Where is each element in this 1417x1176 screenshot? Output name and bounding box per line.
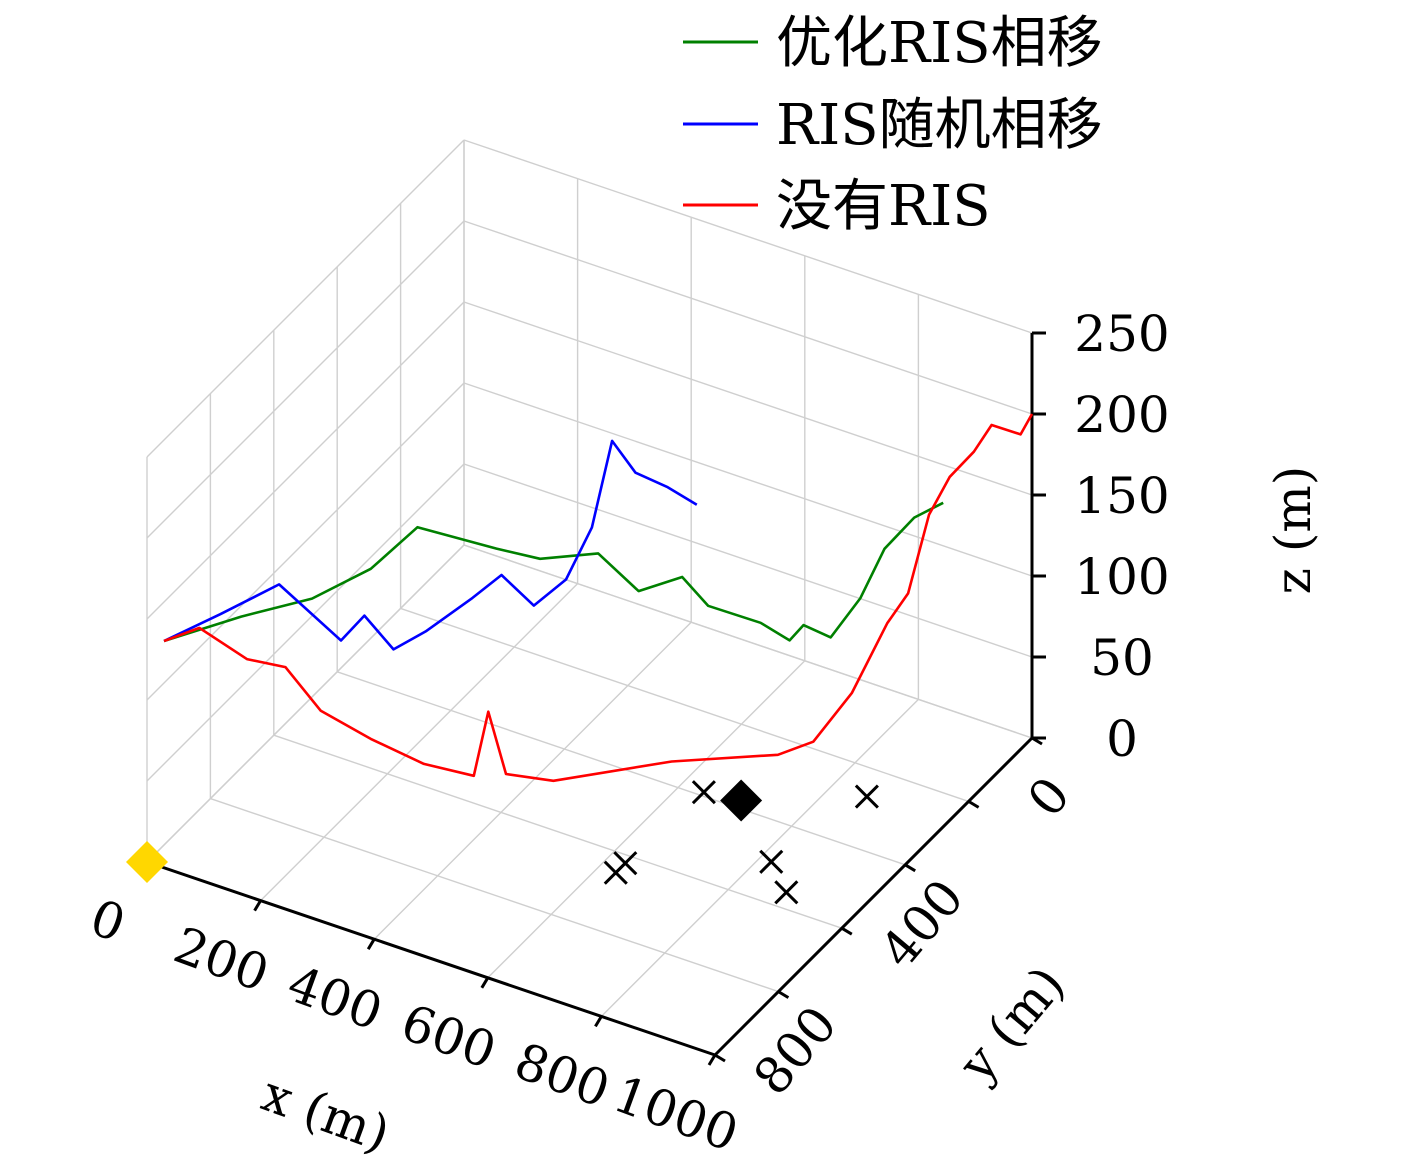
legend-label-optimized: 优化RIS相移: [776, 11, 1103, 76]
x-tick: [594, 1015, 603, 1028]
diamond-marker: [126, 841, 168, 883]
floor-grid-y: [336, 671, 906, 866]
x-marker: [603, 860, 628, 885]
back-wall-grid-horizontal: [463, 544, 1033, 739]
x-marker-stroke: [691, 780, 716, 805]
series-line-0: [163, 501, 944, 643]
back-wall-grid-horizontal: [463, 301, 1033, 496]
z-tick-label: 100: [1074, 548, 1169, 606]
series-layer: [163, 413, 1034, 783]
y-tick: [777, 990, 790, 999]
x-marker: [774, 880, 799, 905]
marker-layer: [126, 779, 879, 905]
x-tick-label: 200: [167, 916, 277, 1003]
y-axis-label: y (m): [947, 955, 1076, 1093]
side-wall-grid-horizontal: [146, 301, 465, 620]
z-axis-label: z (m): [1264, 466, 1322, 595]
y-axis-line: [713, 736, 1034, 1057]
x-tick: [707, 1054, 717, 1066]
x-tick-label: 0: [83, 888, 133, 953]
floor-grid-y: [210, 797, 779, 993]
x-tick: [480, 977, 490, 989]
x-marker-stroke: [774, 880, 799, 905]
z-tick-label: 0: [1106, 710, 1138, 768]
z-tick-label: 200: [1074, 386, 1169, 444]
side-wall-grid-horizontal: [146, 382, 465, 701]
z-tick-label: 150: [1074, 467, 1169, 525]
back-wall-grid-horizontal: [463, 463, 1033, 658]
y-tick: [714, 1053, 726, 1063]
floor-grid-x: [600, 698, 919, 1017]
y-tick: [904, 863, 916, 873]
x-marker: [854, 784, 879, 809]
z-tick-label: 250: [1074, 305, 1169, 363]
diamond-marker: [720, 779, 763, 822]
x-marker: [759, 849, 784, 874]
x-marker-stroke: [603, 860, 628, 885]
legend-label-random: RIS随机相移: [776, 93, 1103, 158]
legend: 优化RIS相移 RIS随机相移 没有RIS: [683, 11, 1103, 239]
series-line-1: [163, 439, 698, 651]
side-wall-grid-horizontal: [146, 544, 465, 863]
side-wall-grid-horizontal: [146, 139, 465, 458]
side-wall-grid-horizontal: [146, 463, 465, 782]
back-wall-grid-horizontal: [463, 220, 1033, 415]
x-tick-label: 1000: [606, 1065, 745, 1163]
back-wall-grid-horizontal: [463, 139, 1033, 334]
x-tick-label: 800: [507, 1032, 617, 1119]
floor-grid-x: [260, 583, 579, 902]
x-marker-stroke: [854, 784, 879, 809]
y-tick: [967, 800, 980, 809]
floor-grid-y: [400, 607, 969, 803]
z-tick-label: 50: [1090, 629, 1154, 687]
x-tick: [366, 938, 376, 950]
floor-grid-x: [487, 660, 806, 979]
x-axis-label: x (m): [255, 1064, 397, 1163]
x-axis-line: [146, 860, 716, 1057]
back-wall-grid-horizontal: [463, 382, 1033, 577]
x-tick: [253, 899, 262, 912]
x-tick-label: 400: [280, 955, 390, 1042]
legend-label-none: 没有RIS: [776, 174, 991, 239]
y-tick: [841, 926, 853, 936]
series-line-2: [163, 413, 1034, 783]
y-tick-label: 0: [1017, 766, 1082, 828]
x-tick-label: 600: [394, 993, 504, 1080]
x-marker-stroke: [759, 849, 784, 874]
x-marker: [691, 780, 716, 805]
floor-grid-y: [273, 734, 843, 929]
side-wall-grid-horizontal: [146, 220, 465, 539]
floor-grid-x: [373, 621, 692, 940]
